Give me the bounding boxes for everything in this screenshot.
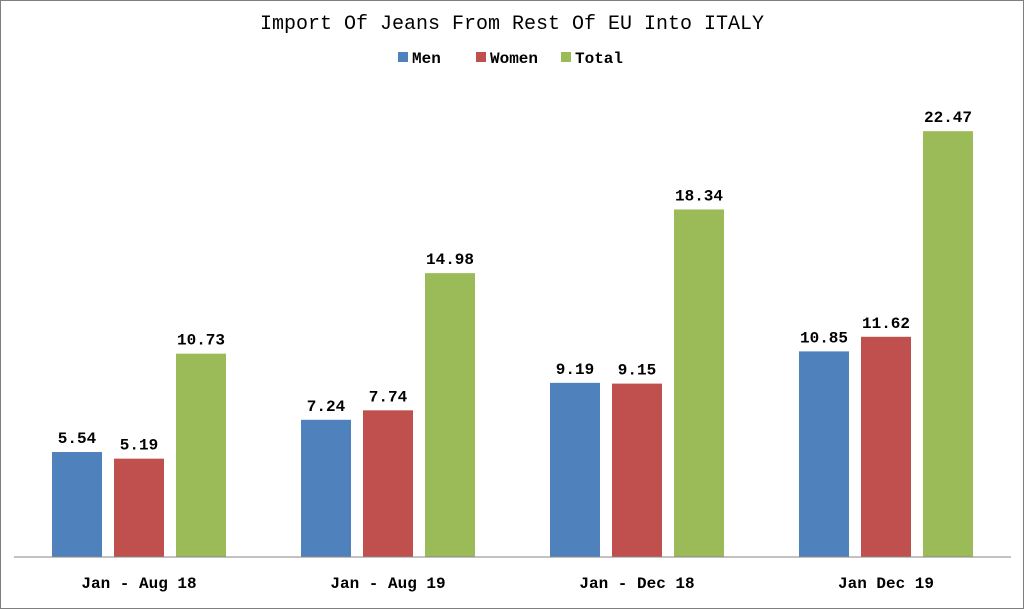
bar-men-0 xyxy=(52,452,102,557)
data-label-total-1: 14.98 xyxy=(426,251,474,269)
legend-swatch-men xyxy=(398,52,408,62)
bar-total-0 xyxy=(176,353,226,557)
legend-label-men: Men xyxy=(412,50,441,68)
data-label-women-1: 7.74 xyxy=(369,388,408,406)
chart-title: Import Of Jeans From Rest Of EU Into ITA… xyxy=(260,13,764,36)
bar-men-1 xyxy=(301,419,351,557)
bar-men-3 xyxy=(799,351,849,557)
legend: Men Women Total xyxy=(398,50,623,68)
legend-label-total: Total xyxy=(575,50,623,68)
x-tick-labels: Jan - Aug 18 Jan - Aug 19 Jan - Dec 18 Jan … xyxy=(81,575,934,593)
data-label-men-2: 9.19 xyxy=(556,361,594,379)
data-label-total-0: 10.73 xyxy=(177,332,225,350)
data-label-women-3: 11.62 xyxy=(862,315,910,333)
x-tick-label-2: Jan - Dec 18 xyxy=(579,575,694,593)
bar-total-1 xyxy=(425,273,475,557)
legend-label-women: Women xyxy=(490,50,538,68)
legend-swatch-women xyxy=(476,52,486,62)
data-label-men-3: 10.85 xyxy=(800,329,848,347)
data-label-women-2: 9.15 xyxy=(618,362,656,380)
data-label-men-1: 7.24 xyxy=(307,398,346,416)
bar-women-2 xyxy=(612,383,662,557)
legend-swatch-total xyxy=(561,52,571,62)
data-labels-group: 5.54 5.19 10.73 7.24 7.74 14.98 9.19 9.15 18.34 1… xyxy=(58,109,972,454)
x-tick-label-3: Jan Dec 19 xyxy=(838,575,934,593)
data-label-men-0: 5.54 xyxy=(58,430,97,448)
x-tick-label-0: Jan - Aug 18 xyxy=(81,575,196,593)
x-tick-label-1: Jan - Aug 19 xyxy=(330,575,445,593)
data-label-women-0: 5.19 xyxy=(120,437,158,455)
bar-total-3 xyxy=(923,131,973,558)
bar-total-2 xyxy=(674,209,724,557)
bar-women-0 xyxy=(114,458,164,557)
bar-women-3 xyxy=(861,336,911,557)
bar-women-1 xyxy=(363,410,413,557)
data-label-total-2: 18.34 xyxy=(675,187,723,205)
data-label-total-3: 22.47 xyxy=(924,109,972,127)
bar-men-2 xyxy=(550,382,600,557)
bars-group xyxy=(52,131,973,558)
